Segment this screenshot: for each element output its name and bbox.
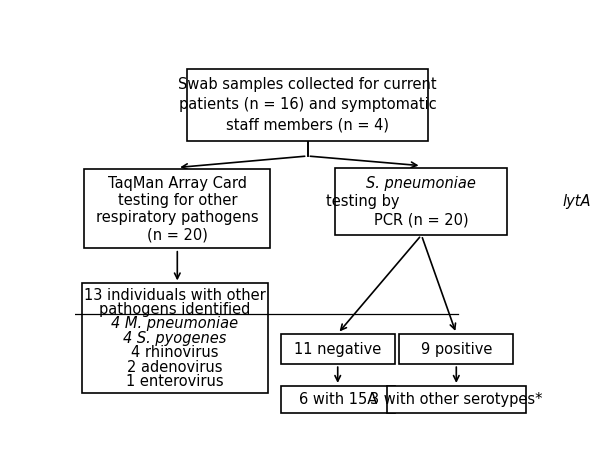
Text: lytA: lytA xyxy=(563,194,592,209)
Text: 4 S. pyogenes: 4 S. pyogenes xyxy=(123,331,227,346)
Text: testing for other: testing for other xyxy=(118,193,237,208)
Text: Swab samples collected for current: Swab samples collected for current xyxy=(178,77,437,92)
Text: 4 rhinovirus: 4 rhinovirus xyxy=(131,345,219,360)
FancyBboxPatch shape xyxy=(281,334,395,364)
Text: 1 enterovirus: 1 enterovirus xyxy=(126,374,224,389)
Text: staff members (n = 4): staff members (n = 4) xyxy=(226,117,389,132)
Text: 2 adenovirus: 2 adenovirus xyxy=(127,360,223,375)
FancyBboxPatch shape xyxy=(338,194,505,210)
Text: testing by lytA: testing by lytA xyxy=(368,194,475,209)
Text: S. pneumoniae: S. pneumoniae xyxy=(367,176,476,191)
Text: pathogens identified: pathogens identified xyxy=(99,302,251,317)
FancyBboxPatch shape xyxy=(400,334,513,364)
Text: 11 negative: 11 negative xyxy=(294,341,382,357)
Text: testing by: testing by xyxy=(326,194,404,209)
Text: TaqMan Array Card: TaqMan Array Card xyxy=(108,176,247,191)
Text: respiratory pathogens: respiratory pathogens xyxy=(96,210,259,225)
Text: 9 positive: 9 positive xyxy=(421,341,492,357)
Text: PCR (n = 20): PCR (n = 20) xyxy=(374,212,469,227)
Text: patients (n = 16) and symptomatic: patients (n = 16) and symptomatic xyxy=(179,97,436,112)
Text: 13 individuals with other: 13 individuals with other xyxy=(84,288,266,303)
Text: 4 M. pneumoniae: 4 M. pneumoniae xyxy=(112,316,239,332)
FancyBboxPatch shape xyxy=(386,386,526,413)
FancyBboxPatch shape xyxy=(281,386,395,413)
FancyBboxPatch shape xyxy=(82,283,268,393)
FancyBboxPatch shape xyxy=(187,69,428,141)
Text: 3 with other serotypes*: 3 with other serotypes* xyxy=(370,392,542,407)
FancyBboxPatch shape xyxy=(84,170,271,248)
Text: (n = 20): (n = 20) xyxy=(147,227,208,242)
FancyBboxPatch shape xyxy=(335,169,508,235)
Text: 6 with 15A: 6 with 15A xyxy=(299,392,377,407)
